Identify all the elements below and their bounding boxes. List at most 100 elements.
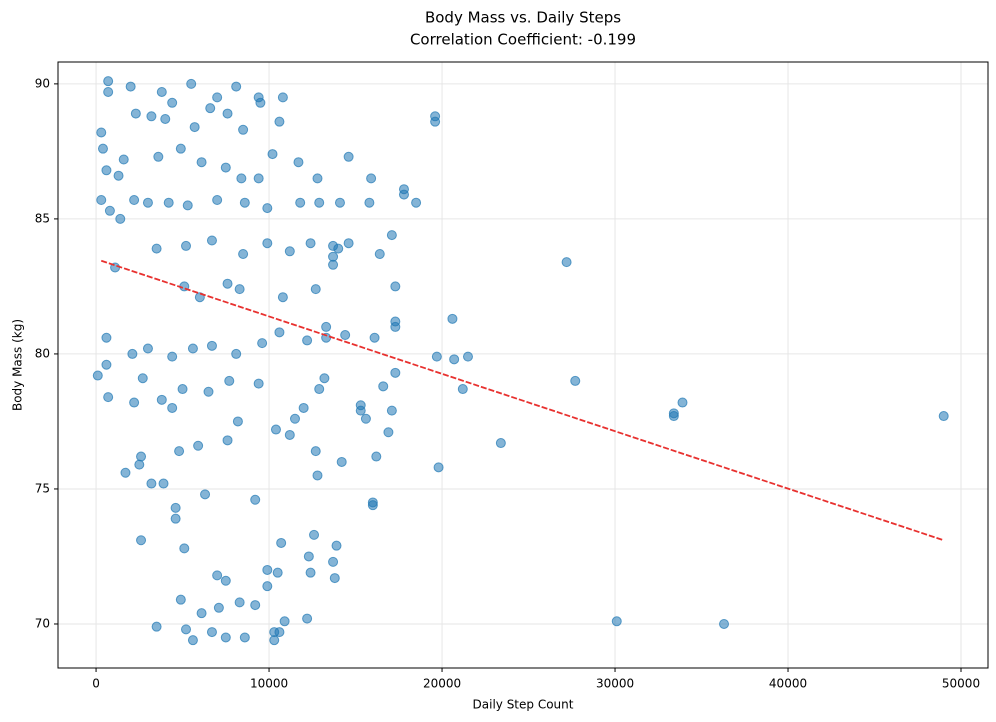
data-point (495, 438, 506, 449)
data-point (312, 173, 323, 184)
y-tick-label: 90 (35, 76, 50, 90)
data-point (115, 213, 126, 224)
data-point (193, 440, 204, 451)
y-tick-label: 70 (35, 616, 50, 630)
data-point (175, 594, 186, 605)
data-point (142, 197, 153, 208)
data-point (160, 113, 171, 124)
data-point (181, 240, 192, 251)
y-axis-label: Body Mass (kg) (11, 319, 25, 411)
data-point (167, 351, 178, 362)
data-point (167, 97, 178, 108)
data-point (129, 194, 140, 205)
data-point (310, 446, 321, 457)
data-point (239, 197, 250, 208)
data-point (371, 451, 382, 462)
data-point (205, 103, 216, 114)
data-point (277, 292, 288, 303)
data-point (276, 537, 287, 548)
data-point (222, 435, 233, 446)
data-point (355, 405, 366, 416)
data-point (206, 235, 217, 246)
data-point (262, 203, 273, 214)
y-tick-label: 80 (35, 346, 50, 360)
data-point (302, 335, 313, 346)
data-point (431, 351, 442, 362)
data-point (314, 384, 325, 395)
data-point (272, 567, 283, 578)
data-point (366, 173, 377, 184)
data-point (284, 429, 295, 440)
data-point (234, 597, 245, 608)
data-point (129, 397, 140, 408)
data-point (175, 143, 186, 154)
data-point (220, 162, 231, 173)
data-point (390, 281, 401, 292)
data-point (103, 86, 114, 97)
data-point (101, 165, 112, 176)
data-point (293, 157, 304, 168)
data-point (329, 573, 340, 584)
data-point (212, 570, 223, 581)
x-tick-label: 40000 (769, 677, 807, 691)
data-point (238, 124, 249, 135)
data-point (222, 278, 233, 289)
data-point (203, 386, 214, 397)
chart-title: Body Mass vs. Daily Steps (425, 9, 621, 27)
data-point (134, 459, 145, 470)
data-point (104, 205, 115, 216)
data-point (312, 470, 323, 481)
x-tick-label: 20000 (423, 677, 461, 691)
y-tick-label: 75 (35, 481, 50, 495)
data-point (462, 351, 473, 362)
data-point (153, 151, 164, 162)
data-point (96, 127, 107, 138)
data-point (200, 489, 211, 500)
data-point (284, 246, 295, 257)
data-point (938, 411, 949, 422)
data-point (101, 359, 112, 370)
data-point (289, 413, 300, 424)
data-point (187, 635, 198, 646)
data-point (189, 122, 200, 133)
data-point (303, 551, 314, 562)
data-point (96, 194, 107, 205)
data-point (238, 249, 249, 260)
data-point (196, 157, 207, 168)
data-point (177, 384, 188, 395)
data-point (253, 92, 264, 103)
data-point (369, 332, 380, 343)
data-point (561, 257, 572, 268)
data-point (174, 446, 185, 457)
data-point (262, 564, 273, 575)
data-point (334, 197, 345, 208)
data-point (305, 238, 316, 249)
data-point (182, 200, 193, 211)
data-point (331, 540, 342, 551)
data-point (314, 197, 325, 208)
data-point (220, 575, 231, 586)
data-point (367, 500, 378, 511)
x-tick-label: 30000 (596, 677, 634, 691)
data-point (267, 149, 278, 160)
data-point (186, 78, 197, 89)
data-point (262, 581, 273, 592)
data-point (378, 381, 389, 392)
data-point (257, 338, 268, 349)
data-point (668, 408, 679, 419)
x-tick-label: 10000 (250, 677, 288, 691)
data-point (333, 243, 344, 254)
data-point (360, 413, 371, 424)
data-point (269, 627, 280, 638)
data-point (433, 462, 444, 473)
data-point (295, 197, 306, 208)
data-point (343, 238, 354, 249)
data-point (364, 197, 375, 208)
trend-line (100, 259, 944, 542)
data-point (179, 543, 190, 554)
data-point (136, 451, 147, 462)
data-point (386, 405, 397, 416)
data-point (253, 378, 264, 389)
data-point (386, 230, 397, 241)
